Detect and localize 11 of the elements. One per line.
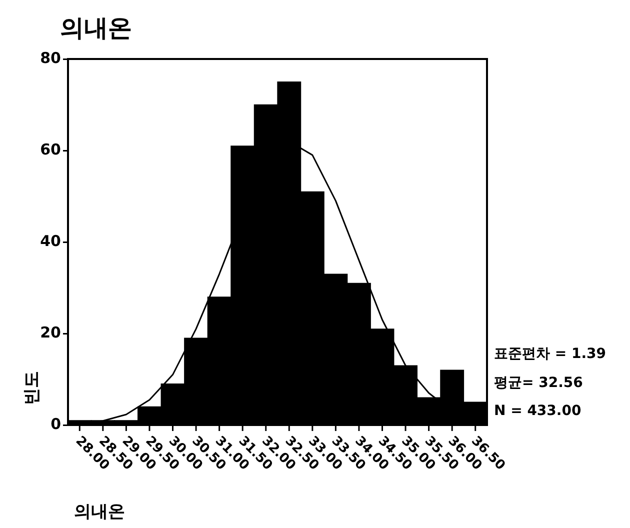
y-tick-label: 60 (40, 140, 61, 158)
y-tick-label: 20 (40, 323, 61, 342)
x-axis-title: 의내온 (74, 501, 125, 523)
text: 표준편차 = 1.39 (494, 345, 606, 364)
y-tick-label: 0 (50, 414, 61, 433)
y-axis-title: 빈도 (21, 371, 43, 405)
chart-title: 의내온 (60, 13, 132, 44)
y-tick-label: 80 (40, 48, 61, 67)
text: N = 433.00 (494, 402, 582, 421)
y-tick-label: 40 (40, 232, 61, 250)
text: 평균= 32.56 (494, 374, 584, 392)
